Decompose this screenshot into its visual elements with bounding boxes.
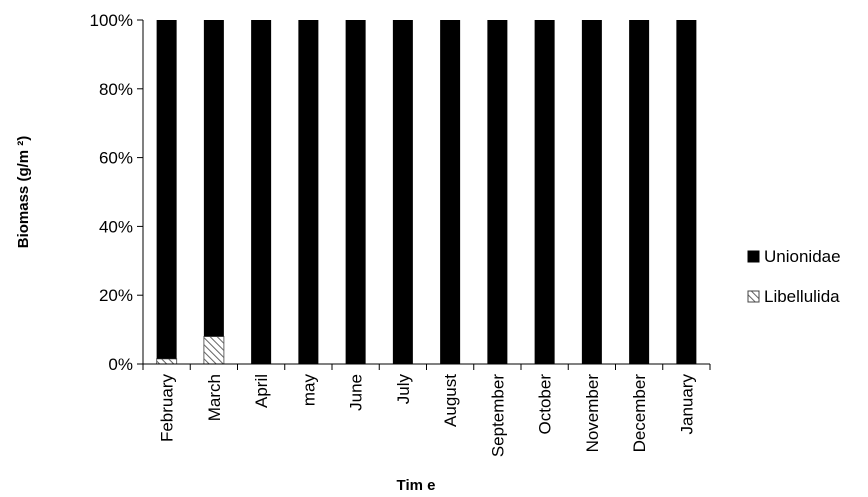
x-tick-label: August: [441, 374, 460, 427]
bar-unionidae-april: [251, 20, 272, 364]
legend-label-unionidae: Unionidae: [764, 247, 841, 266]
bar-unionidae-june: [345, 20, 366, 364]
x-tick-label: may: [299, 374, 318, 407]
x-axis-title: Tim e: [397, 477, 436, 494]
legend-label-libellulida: Libellulida: [764, 287, 840, 306]
x-tick-label: January: [677, 374, 696, 435]
y-tick-label: 100%: [90, 11, 133, 30]
bar-unionidae-september: [487, 20, 508, 364]
x-tick-label: November: [583, 374, 602, 453]
bar-libellulida-march: [203, 335, 225, 365]
x-tick-label: April: [252, 374, 271, 408]
y-tick-label: 80%: [99, 80, 133, 99]
bar-unionidae-july: [392, 20, 413, 364]
y-tick-label: 0%: [108, 355, 133, 374]
bar-unionidae-august: [440, 20, 461, 364]
bar-unionidae-november: [581, 20, 602, 364]
legend-swatch-unionidae: [747, 250, 760, 263]
x-tick-label: July: [394, 374, 413, 405]
x-tick-label: March: [205, 374, 224, 421]
bar-unionidae-december: [629, 20, 650, 364]
y-tick-label: 40%: [99, 217, 133, 236]
bar-unionidae-january: [676, 20, 697, 364]
x-tick-label: December: [630, 374, 649, 453]
x-tick-label: October: [536, 374, 555, 435]
bar-unionidae-march: [203, 20, 224, 337]
x-tick-label: February: [158, 374, 177, 443]
y-tick-label: 20%: [99, 286, 133, 305]
bar-unionidae-october: [534, 20, 555, 364]
legend-swatch-libellulida: [747, 290, 760, 303]
bar-libellulida-february: [156, 358, 178, 365]
legend: Unionidae Libellulida: [747, 247, 841, 306]
y-tick-label: 60%: [99, 149, 133, 168]
bar-unionidae-may: [298, 20, 319, 364]
x-tick-label: June: [347, 374, 366, 411]
plot-area: 0% 20% 40% 60% 80% 100% February March April may J…: [90, 11, 711, 457]
bar-unionidae-february: [156, 20, 177, 359]
x-tick-label: September: [488, 374, 507, 457]
y-axis-title: Biomass (g/m ²): [15, 136, 32, 249]
